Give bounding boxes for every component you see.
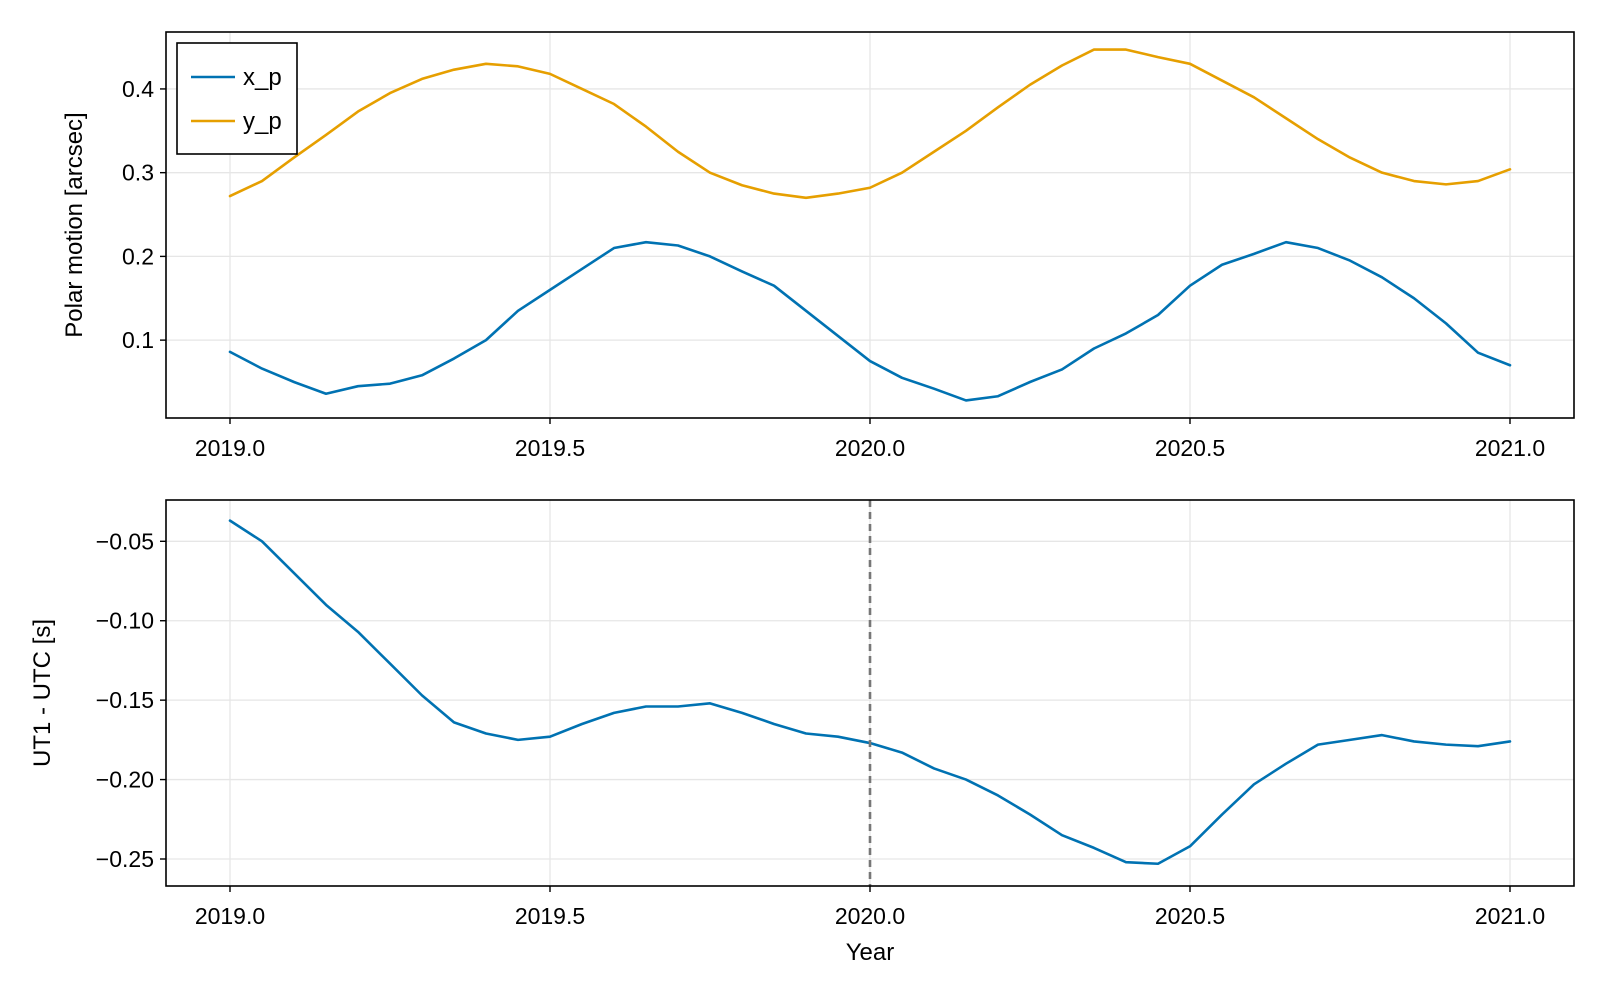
- y-tick-label: 0.1: [122, 327, 154, 353]
- x-tick-label: 2019.0: [195, 903, 265, 929]
- x-tick-label: 2019.5: [515, 435, 585, 461]
- series-line-y-p: [228, 48, 1512, 200]
- y-tick-label: −0.05: [96, 528, 154, 554]
- x-tick-label: 2021.0: [1475, 903, 1545, 929]
- y-axis-label: Polar motion [arcsec]: [61, 112, 88, 337]
- x-axis-label: Year: [846, 939, 895, 966]
- y-tick-label: 0.3: [122, 160, 154, 186]
- legend-label-x-p: x_p: [243, 64, 282, 91]
- x-tick-label: 2020.5: [1155, 435, 1225, 461]
- series-line-x-p: [228, 240, 1512, 402]
- y-tick-label: 0.2: [122, 243, 154, 269]
- legend-label-y-p: y_p: [243, 108, 282, 135]
- x-tick-label: 2020.0: [835, 903, 905, 929]
- y-tick-label: −0.25: [96, 846, 154, 872]
- x-tick-label: 2019.5: [515, 903, 585, 929]
- x-tick-label: 2019.0: [195, 435, 265, 461]
- y-tick-label: −0.15: [96, 687, 154, 713]
- y-axis-label: UT1 - UTC [s]: [29, 619, 56, 767]
- ut1-utc-panel: 2019.0 2019.5 2020.0 2020.5 2021.0 −0.05 −0.10…: [29, 499, 1575, 966]
- x-tick-label: 2020.5: [1155, 903, 1225, 929]
- y-tick-label: −0.10: [96, 608, 154, 634]
- polar-motion-panel: 2019.0 2019.5 2020.0 2020.5 2021.0 0.1 0.2 0.3 0…: [61, 31, 1575, 461]
- y-tick-label: 0.4: [122, 76, 154, 102]
- legend-box: [176, 42, 298, 155]
- x-tick-label: 2020.0: [835, 435, 905, 461]
- legend: x_p y_p: [176, 42, 298, 155]
- x-tick-label: 2021.0: [1475, 435, 1545, 461]
- y-tick-label: −0.20: [96, 767, 154, 793]
